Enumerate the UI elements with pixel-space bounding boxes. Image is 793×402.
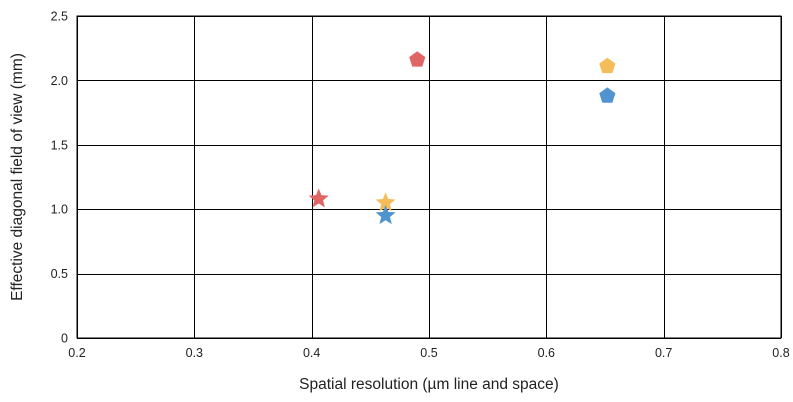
plot-area-frame — [76, 15, 782, 339]
x-tick-label: 0.6 — [538, 346, 555, 360]
x-axis-ticks: 0.2 0.3 0.4 0.5 0.6 0.7 0.8 — [68, 346, 789, 360]
y-tick-label: 1.5 — [51, 138, 68, 152]
y-tick-label: 2.5 — [51, 10, 68, 24]
grid-lines — [77, 16, 782, 339]
star-point-4 — [375, 192, 396, 212]
y-tick-label: 2.0 — [51, 74, 68, 88]
x-tick-label: 0.5 — [420, 346, 437, 360]
pentagon-point-2 — [599, 87, 616, 103]
y-tick-label: 0 — [61, 332, 68, 346]
x-tick-label: 0.3 — [186, 346, 203, 360]
pentagon-point-0 — [409, 51, 426, 67]
x-tick-label: 0.7 — [655, 346, 672, 360]
y-tick-label: 1.0 — [51, 203, 68, 217]
pentagon-point-1 — [599, 57, 616, 74]
x-tick-label: 0.8 — [772, 346, 789, 360]
data-points — [308, 51, 616, 225]
y-tick-label: 0.5 — [51, 267, 68, 281]
y-axis-ticks: 0 0.5 1.0 1.5 2.0 2.5 — [51, 10, 68, 346]
x-tick-label: 0.2 — [68, 346, 85, 360]
x-axis-label: Spatial resolution (µm line and space) — [299, 376, 559, 393]
star-point-5 — [375, 205, 396, 225]
y-axis-label: Effective diagonal field of view (mm) — [9, 53, 26, 301]
star-point-3 — [308, 188, 329, 208]
x-tick-label: 0.4 — [303, 346, 320, 360]
